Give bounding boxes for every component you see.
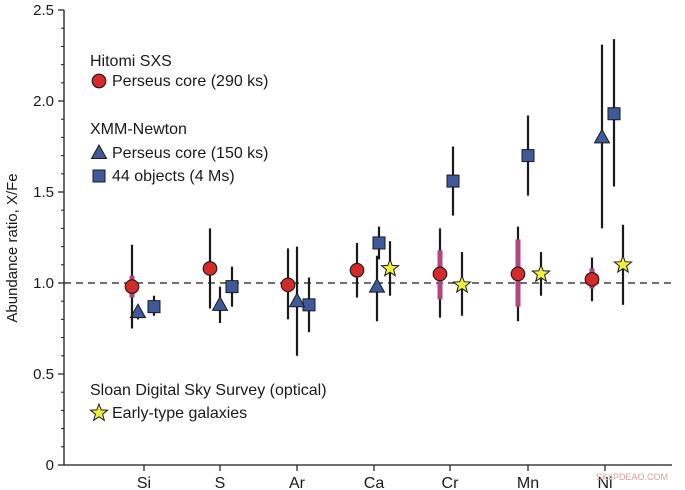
series-triangle <box>129 44 611 356</box>
circle-point-ni <box>584 272 600 287</box>
x-tick-label: S <box>215 475 226 490</box>
series-circle <box>124 226 600 329</box>
square-point-ni <box>607 107 621 121</box>
star-point-cr <box>452 274 472 294</box>
series-star <box>380 224 633 316</box>
legend-square-icon <box>92 169 106 183</box>
x-tick-label: Si <box>137 475 151 490</box>
square-point-s <box>225 280 239 294</box>
x-tick-label: Ni <box>597 475 612 490</box>
y-tick-label: 0.5 <box>33 366 54 383</box>
circle-point-si <box>124 279 140 294</box>
circle-point-mn <box>510 266 526 282</box>
circle-point-ca <box>349 262 365 278</box>
legend-triangle-icon <box>90 143 108 159</box>
legend-title: Sloan Digital Sky Survey (optical) <box>90 382 327 399</box>
watermark: SKIIPDEAO.COM <box>596 472 669 482</box>
star-point-mn <box>531 263 551 283</box>
triangle-point-ca <box>368 277 386 293</box>
legend-star-icon <box>89 402 109 422</box>
legend-label: Perseus core (150 ks) <box>112 145 269 162</box>
legend-label: 44 objects (4 Ms) <box>112 168 235 185</box>
x-tick-label: Mn <box>517 475 539 490</box>
star-point-ni <box>613 254 633 274</box>
x-tick-label: Ca <box>364 475 385 490</box>
legend-title: Hitomi SXS <box>90 53 172 70</box>
legend-circle-icon <box>91 73 107 89</box>
x-tick-label: Cr <box>442 475 460 490</box>
legend: Hitomi SXS Perseus core (290 ks) XMM-Newto… <box>89 53 327 422</box>
triangle-point-si <box>129 303 147 319</box>
circle-point-s <box>202 261 218 276</box>
square-point-si <box>147 300 161 314</box>
x-tick-label: Ar <box>289 475 306 490</box>
square-point-cr <box>446 174 460 188</box>
square-point-ca <box>372 236 386 250</box>
legend-label: Early-type galaxies <box>112 405 247 422</box>
y-tick-label: 1.5 <box>33 184 54 201</box>
y-axis-label: Abundance ratio, X/Fe <box>4 173 21 322</box>
data-marks <box>124 39 633 356</box>
series-square <box>147 39 621 333</box>
y-tick-label: 2.5 <box>33 2 54 19</box>
y-tick-label: 1.0 <box>33 275 54 292</box>
square-point-ar <box>302 298 316 312</box>
triangle-point-s <box>211 295 229 311</box>
legend-title: XMM-Newton <box>90 121 187 138</box>
legend-label: Perseus core (290 ks) <box>112 73 269 90</box>
y-tick-label: 0 <box>46 457 54 474</box>
plot-frame: 0 0.5 1.0 1.5 2.0 2.5 Si S Ar Ca Cr Mn Ni <box>33 2 672 490</box>
triangle-point-ni <box>593 128 611 144</box>
triangle-point-ar <box>288 292 306 308</box>
star-point-ca <box>380 257 400 277</box>
circle-point-ar <box>280 277 296 293</box>
y-tick-label: 2.0 <box>33 93 54 110</box>
square-point-mn <box>521 149 535 163</box>
circle-point-cr <box>432 266 448 282</box>
